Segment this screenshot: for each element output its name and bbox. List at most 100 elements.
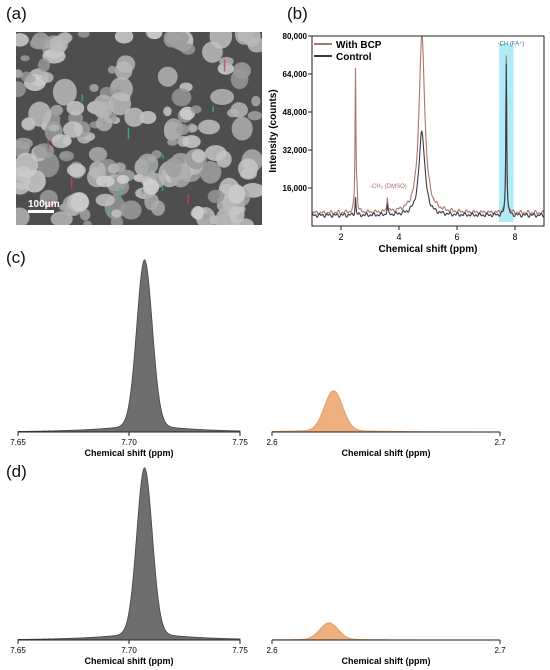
peak-area [271,390,501,433]
sem-grain [238,158,258,179]
panel-label-d: (d) [6,462,27,481]
x-tick-label: 2 [338,232,343,242]
x-tick-label: 7.65 [10,438,26,447]
x-axis-label: Chemical shift (ppm) [341,656,430,666]
scale-bar-label: 100μm [28,199,60,210]
sem-grain [133,174,144,181]
sem-grain [16,69,23,78]
chart-d-left: 7.65 7.70 7.75 Chemical shift (ppm) [10,467,248,666]
sem-grain [60,32,71,45]
chart-c-right: 2.6 2.7 Chemical shift (ppm) [266,390,506,458]
sem-grain [235,218,254,225]
sem-grain [38,58,50,72]
x-axis-label: Chemical shift (ppm) [341,448,430,458]
x-tick-label: 6 [454,232,459,242]
sem-grain [52,78,77,106]
x-tick-label: 7.70 [121,646,137,655]
sem-grain [77,32,90,38]
sem-grain [21,118,35,131]
sem-grain [114,32,134,44]
sem-grain [95,193,115,207]
peak-area [17,467,241,641]
sem-grain [114,61,133,80]
sem-grain [116,174,130,184]
sem-artifact [70,177,73,189]
legend-label: Control [336,52,372,63]
sem-grain [95,115,113,132]
sem-grain [190,105,202,114]
chart-b: 2 4 6 8 16,000 32,000 48,000 64,000 80,000 Chemic… [268,32,545,255]
x-tick-label: 7.70 [121,438,137,447]
sem-grain [251,95,261,107]
sem-grain [182,135,201,149]
sem-grain [228,184,246,205]
sem-grain [247,37,262,53]
sem-grain [167,138,178,146]
x-tick-label: 7.75 [232,646,248,655]
chart-d-right: 2.6 2.7 Chemical shift (ppm) [266,622,506,666]
sem-grain [66,100,85,116]
sem-grain [110,215,124,225]
x-tick-label: 8 [512,232,517,242]
sem-grain [226,108,240,118]
panel-label-c: (c) [6,248,26,267]
sem-grain [157,66,178,87]
panel-label-b: (b) [287,4,308,23]
sem-grain [217,62,234,75]
sem-grain [189,124,198,133]
y-tick-label: 48,000 [283,108,308,117]
sem-grain [66,163,86,177]
panel-label-a: (a) [6,4,27,23]
sem-grain [95,175,115,188]
sem-grain [147,32,163,40]
sem-grain [16,137,33,150]
x-tick-label: 2.6 [266,646,278,655]
x-axis-label: Chemical shift (ppm) [84,448,173,458]
sem-grain [231,116,253,141]
sem-grain [79,208,91,221]
annotation: -CH₃ (DMSO) [370,184,407,190]
sem-grain [107,65,117,74]
sem-artifact [161,185,164,191]
sem-grain [164,157,183,178]
sem-grain [16,152,38,179]
sem-grain [88,146,108,162]
sem-artifact [108,206,111,217]
sem-grain [209,32,233,49]
sem-artifact [119,187,122,200]
y-axis-label: Intensity (counts) [268,89,279,172]
sem-artifact [148,168,150,173]
sem-texture [16,32,262,225]
sem-grain [108,92,132,116]
sem-grain [124,107,145,127]
sem-grain [216,213,232,225]
x-axis-label: Chemical shift (ppm) [84,656,173,666]
sem-artifact [223,59,226,72]
sem-grain [230,69,249,90]
y-tick-label: 64,000 [283,70,308,79]
sem-grain [219,56,234,66]
sem-grain [89,161,106,179]
sem-grain [171,88,192,107]
sem-grain [204,145,227,161]
x-tick-label: 7.65 [10,646,26,655]
sem-grain [41,72,54,83]
sem-grain [191,205,204,220]
sem-artifact [81,94,84,102]
peak-area [271,622,501,641]
sem-grain [210,88,235,106]
sem-artifact [127,127,130,140]
peak-area [17,259,241,433]
sem-grain [198,119,220,135]
annotation: -CH (FA⁺) [498,41,525,48]
sem-grain [234,32,254,45]
x-tick-label: 2.6 [266,438,278,447]
x-tick-label: 4 [396,232,401,242]
sem-grain [48,124,60,132]
sem-grain [20,55,30,62]
chart-c-left: 7.65 7.70 7.75 Chemical shift (ppm) [10,259,248,458]
x-tick-label: 2.7 [494,438,506,447]
sem-grain [163,106,172,117]
sem-grain [63,121,83,138]
